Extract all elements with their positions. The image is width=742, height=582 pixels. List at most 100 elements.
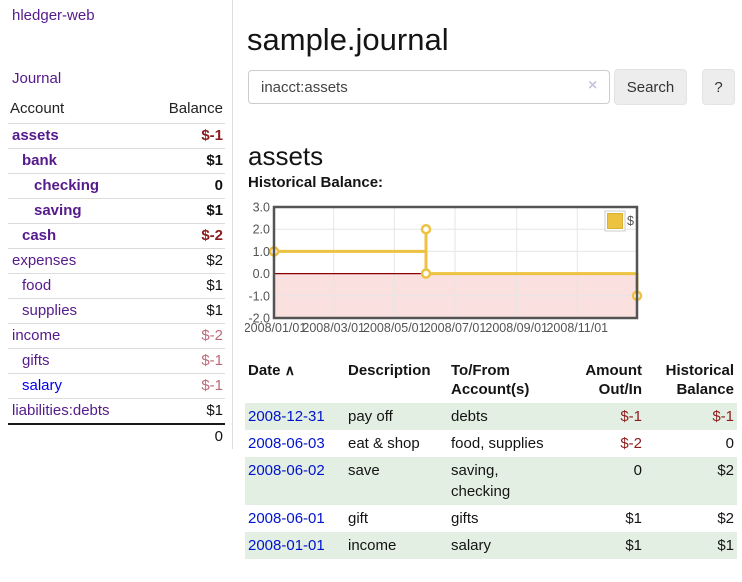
account-balance: $1 <box>145 398 225 424</box>
page-title: sample.journal <box>247 21 449 57</box>
plot-border <box>272 205 639 320</box>
svg-text:-1.0: -1.0 <box>248 289 270 303</box>
svg-text:2008/11/01: 2008/11/01 <box>546 321 608 335</box>
chart-legend: $ <box>604 210 634 232</box>
svg-text:2.0: 2.0 <box>253 223 270 237</box>
y-axis-labels: 3.0 2.0 1.0 0.0 -1.0 -2.0 <box>248 201 270 326</box>
accounts-header-balance: Balance <box>168 100 223 117</box>
transaction-date-link[interactable]: 2008-01-01 <box>248 537 325 554</box>
sidebar: hledger-web Journal Account Balance asse… <box>0 0 233 449</box>
account-link-bank[interactable]: bank <box>22 152 58 169</box>
account-row-food: food $1 <box>8 273 225 299</box>
transaction-amount: $1 <box>625 537 642 554</box>
transaction-amount: $-1 <box>620 408 642 425</box>
transaction-amount: $1 <box>625 510 642 527</box>
account-heading: assets <box>248 140 324 171</box>
svg-text:2008/01/01: 2008/01/01 <box>245 321 306 335</box>
transaction-amount: 0 <box>633 462 642 479</box>
transaction-balance: $2 <box>717 462 734 479</box>
account-row-assets: assets $-1 <box>8 123 225 149</box>
svg-text:3.0: 3.0 <box>253 201 270 215</box>
search-button[interactable]: Search <box>614 69 687 105</box>
accounts-total-row: 0 <box>8 423 225 449</box>
account-link-cash[interactable]: cash <box>22 227 57 244</box>
svg-text:-2.0: -2.0 <box>248 312 270 326</box>
transaction-accounts: food, supplies <box>451 435 544 452</box>
register-header-date: Date ∧ <box>245 358 345 403</box>
account-balance: 0 <box>145 173 225 199</box>
register-row: 2008-06-02 save saving, checking 0 $2 <box>245 457 737 505</box>
account-row-expenses: expenses $2 <box>8 248 225 274</box>
transaction-balance: $-1 <box>712 408 734 425</box>
account-balance: $1 <box>145 298 225 324</box>
transaction-date-link[interactable]: 2008-06-03 <box>248 435 325 452</box>
transaction-description: pay off <box>348 408 393 425</box>
account-link-supplies[interactable]: supplies <box>22 302 78 319</box>
register-row: 2008-06-01 gift gifts $1 $2 <box>245 505 737 532</box>
legend-label: $ <box>627 214 634 228</box>
svg-text:0.0: 0.0 <box>253 267 270 281</box>
account-balance: $1 <box>145 198 225 224</box>
date-header-label: Date <box>248 362 281 379</box>
account-balance: $-1 <box>145 373 225 399</box>
help-button[interactable]: ? <box>702 69 735 105</box>
transaction-amount: $-2 <box>620 435 642 452</box>
search-input[interactable] <box>248 70 610 104</box>
account-link-food[interactable]: food <box>22 277 52 294</box>
transaction-accounts: gifts <box>451 510 479 527</box>
account-row-saving: saving $1 <box>8 198 225 224</box>
transaction-balance: 0 <box>725 435 734 452</box>
chart-section-label: Historical Balance: <box>248 174 384 191</box>
transaction-accounts: debts <box>451 408 488 425</box>
account-link-saving[interactable]: saving <box>34 202 82 219</box>
clear-search-icon[interactable]: × <box>588 77 598 94</box>
transaction-balance: $2 <box>717 510 734 527</box>
account-row-liabilities-debts: liabilities:debts $1 <box>8 398 225 424</box>
account-link-assets[interactable]: assets <box>12 127 59 144</box>
transaction-date-link[interactable]: 2008-06-02 <box>248 462 325 479</box>
accounts-header-account: Account <box>10 100 65 117</box>
transaction-date-link[interactable]: 2008-06-01 <box>248 510 325 527</box>
account-row-bank: bank $1 <box>8 148 225 174</box>
svg-text:2008/07/01: 2008/07/01 <box>424 321 487 335</box>
account-balance: $-1 <box>145 123 225 149</box>
account-row-gifts: gifts $-1 <box>8 348 225 374</box>
transaction-description: gift <box>348 510 369 527</box>
account-balance: $-2 <box>145 323 225 349</box>
svg-text:1.0: 1.0 <box>253 245 270 259</box>
account-link-expenses[interactable]: expenses <box>12 252 77 269</box>
account-row-checking: checking 0 <box>8 173 225 199</box>
register-header-row: Date ∧ Description To/From Account(s) Am… <box>245 358 737 403</box>
transaction-date-link[interactable]: 2008-12-31 <box>248 408 325 425</box>
brand-link[interactable]: hledger-web <box>12 7 95 24</box>
accounts-header-row: Account Balance <box>8 97 225 124</box>
sidebar-item-journal[interactable]: Journal <box>12 70 62 87</box>
register-header-accounts: To/From Account(s) <box>451 362 530 398</box>
legend-swatch-icon <box>607 213 623 229</box>
register-table: Date ∧ Description To/From Account(s) Am… <box>245 358 737 559</box>
balance-chart[interactable]: $ 3.0 2.0 1.0 0.0 -1.0 -2.0 2008/01/01 2… <box>244 198 742 338</box>
account-link-checking[interactable]: checking <box>34 177 100 194</box>
account-link-gifts[interactable]: gifts <box>22 352 50 369</box>
sort-ascending-icon: ∧ <box>284 362 295 378</box>
account-balance: $2 <box>145 248 225 274</box>
transaction-description: save <box>348 462 380 479</box>
account-row-supplies: supplies $1 <box>8 298 225 324</box>
account-link-salary[interactable]: salary <box>22 377 63 394</box>
x-axis-labels: 2008/01/01 2008/03/01 2008/05/01 2008/07… <box>244 321 608 335</box>
account-link-liabilities-debts[interactable]: liabilities:debts <box>12 402 110 419</box>
account-row-salary: salary $-1 <box>8 373 225 399</box>
transaction-accounts: saving, checking <box>451 462 511 500</box>
transaction-description: eat & shop <box>348 435 420 452</box>
account-link-income[interactable]: income <box>12 327 61 344</box>
svg-text:2008/03/01: 2008/03/01 <box>302 321 365 335</box>
register-row: 2008-01-01 income salary $1 $1 <box>245 532 737 559</box>
accounts-table: Account Balance assets $-1 bank $1 check… <box>8 97 225 449</box>
transaction-description: income <box>348 537 397 554</box>
register-header-amount: Amount Out/In <box>585 362 642 398</box>
accounts-total-value: 0 <box>145 423 225 449</box>
register-header-balance: Historical Balance <box>665 362 734 398</box>
register-header-description: Description <box>348 362 431 379</box>
account-balance: $1 <box>145 273 225 299</box>
